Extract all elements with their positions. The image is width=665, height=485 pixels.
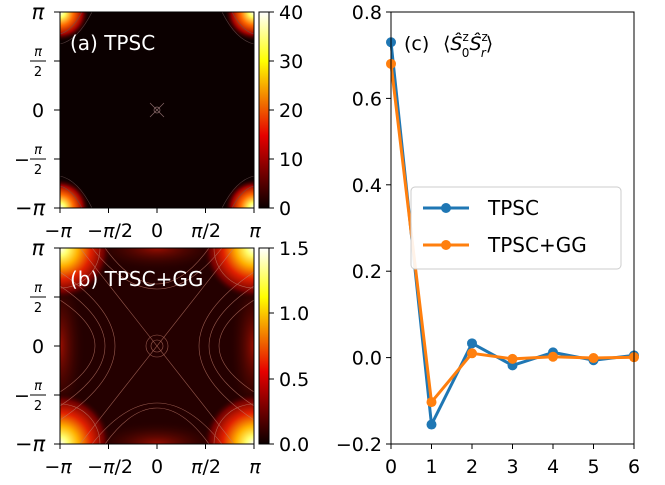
svg-text:2: 2 (34, 301, 42, 316)
colorbar-a-tick: 0 (279, 198, 291, 220)
data-point (467, 348, 477, 359)
heatmap-panel-a: (a) TPSC (59, 11, 255, 209)
colorbar-b-tick: 1.5 (279, 238, 309, 260)
colorbar-a-tick: 30 (279, 51, 303, 73)
panel-a-xtick: π (249, 220, 261, 242)
legend: TPSC TPSC+GG (410, 186, 622, 270)
data-point (426, 419, 437, 430)
line-chart-panel-c: −0.2 0.0 0.2 0.4 0.6 0.8 0 1 2 3 4 5 6 (c) ⟨Ŝz 0Ŝz r⟩… (336, 2, 640, 478)
panel-a-ytick-zero: 0 (32, 100, 44, 122)
svg-text:2: 2 (34, 399, 42, 414)
x-tick-label: 2 (466, 456, 478, 478)
panel-a-xtick: π/2 (191, 220, 221, 242)
panel-b-ytick-pi: π (32, 236, 45, 260)
panel-b-ytick-pi-half: π 2 (30, 281, 46, 316)
panel-a-x-axis: −π −π/2 0 π/2 π (44, 208, 261, 242)
svg-text:−: − (14, 149, 30, 171)
legend-item-tpsc: TPSC (423, 196, 539, 220)
panel-c-title: (c) ⟨Ŝz 0Ŝz r⟩ (404, 30, 493, 60)
colorbar-b-tick: 1.0 (279, 303, 309, 325)
colorbar-b: 1.5 1.0 0.5 0.0 (258, 238, 309, 456)
y-tick-label: 0.4 (352, 175, 382, 197)
colorbar-a: 40 30 20 10 0 (258, 2, 303, 220)
panel-b-xtick: −π (44, 456, 72, 478)
y-tick-label: 0.8 (352, 2, 382, 24)
data-point (548, 351, 558, 362)
panel-a-label: (a) TPSC (70, 31, 155, 55)
panel-b-xtick: 0 (151, 456, 163, 478)
panel-b-ytick-neg-pi-half: − π 2 (14, 379, 46, 414)
panel-c-series (386, 37, 639, 430)
panel-b-x-axis: −π −π/2 0 π/2 π (44, 444, 261, 478)
panel-b-y-axis: π π 2 0 − π 2 −π (14, 236, 60, 456)
colorbar-a-tick: 40 (279, 2, 303, 24)
y-tick-label: −0.2 (336, 434, 382, 456)
colorbar-a-tick: 10 (279, 149, 303, 171)
svg-text:2: 2 (34, 65, 42, 80)
panel-a-ytick-pi: π (32, 0, 45, 24)
heatmap-panel-b: (b) TPSC+GG (59, 247, 255, 445)
panel-a-ytick-pi-half: π 2 (30, 45, 46, 80)
svg-text:π: π (34, 45, 42, 60)
panel-b-xtick: π (249, 456, 261, 478)
data-point (507, 353, 518, 364)
legend-label: TPSC (487, 196, 539, 220)
panel-c-label: (c) (404, 33, 429, 55)
panel-c-quantity: ⟨Ŝz 0Ŝz r⟩ (443, 30, 493, 60)
y-tick-label: 0.2 (352, 261, 382, 283)
x-tick-label: 4 (547, 456, 559, 478)
panel-a-xtick: −π/2 (87, 220, 133, 242)
panel-c-y-axis: −0.2 0.0 0.2 0.4 0.6 0.8 (336, 2, 391, 456)
data-point (426, 397, 437, 408)
x-tick-label: 5 (587, 456, 599, 478)
legend-label: TPSC+GG (487, 233, 587, 257)
panel-a-xtick: 0 (151, 220, 163, 242)
data-point (588, 353, 599, 364)
data-point (467, 338, 477, 349)
svg-text:π: π (34, 143, 42, 158)
panel-c-frame (390, 11, 635, 445)
colorbar-a-tick: 20 (279, 100, 303, 122)
svg-text:−: − (14, 385, 30, 407)
panel-a-xtick: −π (44, 220, 72, 242)
panel-c-x-axis: 0 1 2 3 4 5 6 (385, 444, 640, 478)
y-tick-label: 0.6 (352, 88, 382, 110)
x-tick-label: 0 (385, 456, 397, 478)
colorbar-b-tick: 0.0 (279, 434, 309, 456)
panel-b-xtick: −π/2 (87, 456, 133, 478)
legend-item-tpsc-gg: TPSC+GG (423, 233, 587, 257)
svg-text:π: π (34, 281, 42, 296)
panel-b-ytick-neg-pi: −π (15, 432, 46, 456)
panel-b-label: (b) TPSC+GG (70, 267, 203, 291)
panel-b-ytick-zero: 0 (32, 336, 44, 358)
y-tick-label: 0.0 (352, 348, 382, 370)
panel-a-y-axis: π π 2 0 − π 2 −π (14, 0, 60, 220)
x-tick-label: 3 (506, 456, 518, 478)
x-tick-label: 6 (628, 456, 640, 478)
x-tick-label: 1 (425, 456, 437, 478)
panel-a-ytick-neg-pi: −π (15, 196, 46, 220)
svg-text:2: 2 (34, 163, 42, 178)
panel-a-ytick-neg-pi-half: − π 2 (14, 143, 46, 178)
colorbar-b-tick: 0.5 (279, 369, 309, 391)
svg-text:π: π (34, 379, 42, 394)
panel-b-xtick: π/2 (191, 456, 221, 478)
